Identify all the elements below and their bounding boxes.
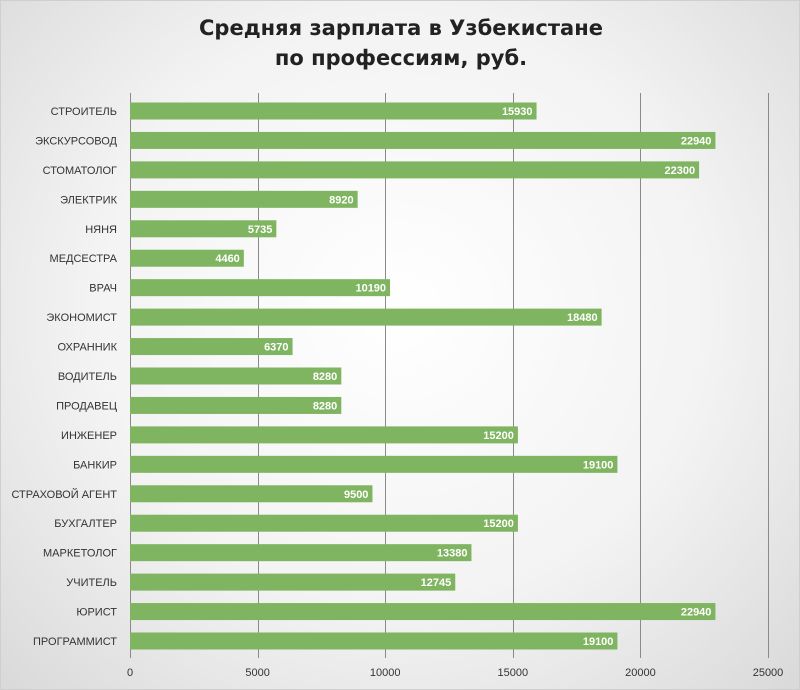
data-label: 4460 — [215, 253, 239, 265]
data-label: 10190 — [355, 283, 386, 295]
chart-title: Средняя зарплата в Узбекистане по профес… — [1, 13, 800, 73]
category-label: ИНЖЕНЕР — [61, 430, 117, 442]
category-label: УЧИТЕЛЬ — [66, 577, 117, 589]
bar — [130, 367, 342, 385]
chart-title-line1: Средняя зарплата в Узбекистане — [199, 16, 603, 40]
category-label: ВРАЧ — [89, 283, 117, 295]
category-label: ПРОДАВЕЦ — [56, 400, 117, 412]
data-label: 8280 — [313, 400, 337, 412]
bar — [130, 220, 277, 238]
data-label: 22940 — [681, 135, 712, 147]
category-label: БАНКИР — [73, 459, 117, 471]
category-label: ВОДИТЕЛЬ — [58, 371, 117, 383]
bar — [130, 455, 618, 473]
category-label: ЭЛЕКТРИК — [60, 194, 117, 206]
bar — [130, 603, 716, 621]
category-label: ЮРИСТ — [76, 607, 117, 619]
bar — [130, 426, 518, 444]
data-label: 19100 — [583, 459, 614, 471]
x-tick-label: 0 — [127, 667, 133, 679]
data-label: 15200 — [483, 518, 514, 530]
bar — [130, 514, 518, 532]
x-tick-label: 15000 — [498, 667, 529, 679]
x-tick-label: 5000 — [245, 667, 269, 679]
category-label: ЭКОНОМИСТ — [46, 312, 117, 324]
bar — [130, 161, 700, 179]
category-label: ПРОГРАММИСТ — [33, 636, 117, 648]
data-label: 15200 — [483, 430, 514, 442]
data-label: 22300 — [665, 165, 696, 177]
data-label: 6370 — [264, 342, 288, 354]
x-tick-label: 25000 — [753, 667, 784, 679]
bar — [130, 308, 602, 326]
chart-title-line2: по профессиям, руб. — [274, 46, 528, 70]
category-label: МАРКЕТОЛОГ — [43, 548, 117, 560]
bar — [130, 338, 293, 356]
category-label: СТОМАТОЛОГ — [43, 165, 117, 177]
data-label: 13380 — [437, 548, 468, 560]
x-tick-label: 20000 — [625, 667, 656, 679]
bar — [130, 544, 472, 562]
data-label: 15930 — [502, 106, 533, 118]
category-label: БУХГАЛТЕР — [54, 518, 117, 530]
x-tick-label: 10000 — [370, 667, 401, 679]
bar — [130, 632, 618, 650]
bar — [130, 131, 716, 149]
category-label: НЯНЯ — [85, 224, 117, 236]
category-label: СТРАХОВОЙ АГЕНТ — [11, 488, 117, 501]
category-label: СТРОИТЕЛЬ — [51, 106, 117, 118]
data-label: 9500 — [344, 489, 368, 501]
bar — [130, 396, 342, 414]
bar — [130, 102, 537, 120]
bar — [130, 485, 373, 503]
category-label: МЕДСЕСТРА — [50, 253, 118, 265]
data-label: 8280 — [313, 371, 337, 383]
bar — [130, 190, 358, 208]
data-label: 8920 — [329, 194, 353, 206]
data-label: 19100 — [583, 636, 614, 648]
category-label: ЭКСКУРСОВОД — [35, 135, 117, 147]
bar — [130, 279, 391, 297]
data-label: 12745 — [421, 577, 452, 589]
bar — [130, 249, 244, 267]
data-label: 18480 — [567, 312, 598, 324]
category-label: ОХРАННИК — [57, 342, 117, 354]
data-label: 22940 — [681, 607, 712, 619]
bar — [130, 573, 456, 591]
data-label: 5735 — [248, 224, 272, 236]
